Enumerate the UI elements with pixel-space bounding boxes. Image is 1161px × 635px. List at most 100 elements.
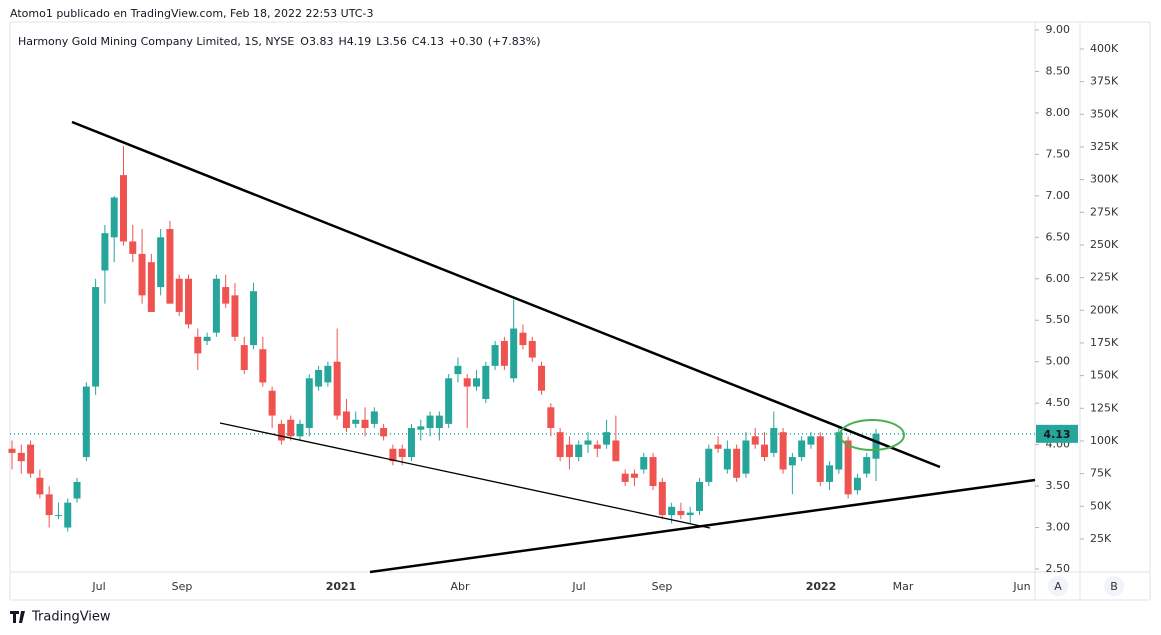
auto-button[interactable] bbox=[1048, 576, 1068, 596]
candle-body bbox=[677, 510, 685, 516]
candle-body bbox=[352, 419, 360, 424]
y-tick-label: 8.50 bbox=[1046, 64, 1071, 77]
scale-button-label[interactable]: B bbox=[1110, 580, 1118, 593]
candle-body bbox=[640, 457, 648, 470]
candle-body bbox=[203, 336, 211, 341]
change: +0.30 bbox=[449, 35, 483, 48]
candle-body bbox=[519, 332, 527, 346]
y-tick-label: 6.50 bbox=[1046, 230, 1071, 243]
candle-body bbox=[528, 340, 536, 358]
y2-tick-label: 25K bbox=[1090, 532, 1112, 545]
candle-body bbox=[603, 432, 611, 445]
candle-body bbox=[389, 448, 397, 462]
candle-body bbox=[751, 436, 759, 445]
candle-body bbox=[547, 407, 555, 429]
candle-body bbox=[157, 237, 165, 288]
candle-body bbox=[556, 432, 564, 458]
candle-body bbox=[584, 440, 592, 445]
ohlc-value: 4.13 bbox=[420, 35, 445, 48]
candle-body bbox=[333, 361, 341, 416]
candle-body bbox=[723, 448, 731, 470]
candle-body bbox=[305, 378, 313, 429]
y-tick-label: 7.50 bbox=[1046, 147, 1071, 160]
y2-tick-label: 375K bbox=[1090, 75, 1119, 88]
candle-body bbox=[788, 457, 796, 466]
candle-body bbox=[101, 233, 109, 271]
y2-tick-label: 75K bbox=[1090, 467, 1112, 480]
candle-body bbox=[212, 278, 220, 333]
candle-body bbox=[175, 278, 183, 312]
y-tick-label: 9.00 bbox=[1046, 23, 1071, 36]
candle-body bbox=[658, 481, 666, 516]
y2-tick-label: 200K bbox=[1090, 303, 1119, 316]
candle-body bbox=[445, 378, 453, 424]
last-price-label: 4.13 bbox=[1043, 428, 1070, 441]
trendline-upper bbox=[71, 120, 941, 469]
candle-body bbox=[686, 512, 694, 516]
legend: Harmony Gold Mining Company Limited, 1S,… bbox=[18, 35, 541, 48]
x-tick-label: Jul bbox=[91, 580, 105, 593]
y-tick-label: 6.00 bbox=[1046, 272, 1071, 285]
candle-body bbox=[147, 262, 155, 312]
ohlc-value: 3.83 bbox=[309, 35, 334, 48]
logo bbox=[10, 611, 25, 623]
candle-body bbox=[45, 494, 53, 516]
y-tick-label: 5.00 bbox=[1046, 355, 1071, 368]
candle-body bbox=[863, 457, 871, 474]
y-tick-label: 8.00 bbox=[1046, 106, 1071, 119]
y-tick-label: 5.50 bbox=[1046, 313, 1071, 326]
x-tick-label: Sep bbox=[652, 580, 673, 593]
candle-body bbox=[27, 444, 35, 474]
candle-body bbox=[500, 340, 508, 366]
candle-body bbox=[259, 349, 267, 383]
candle-body bbox=[194, 336, 202, 354]
candle-body bbox=[361, 419, 369, 429]
candle-body bbox=[54, 515, 62, 517]
auto-button-label[interactable]: A bbox=[1054, 580, 1062, 593]
x-tick-label: Mar bbox=[893, 580, 914, 593]
candle-body bbox=[733, 448, 741, 478]
x-tick-label: Jun bbox=[1012, 580, 1030, 593]
y2-tick-label: 175K bbox=[1090, 336, 1119, 349]
x-tick-label: 2022 bbox=[806, 580, 837, 593]
candle-body bbox=[482, 365, 490, 400]
last-price-tag bbox=[1036, 424, 1078, 443]
ohlc-value: 4.19 bbox=[347, 35, 372, 48]
candle-body bbox=[82, 386, 90, 458]
y2-tick-label: 225K bbox=[1090, 271, 1119, 284]
ohlc-value: 3.56 bbox=[382, 35, 407, 48]
candle-body bbox=[872, 433, 880, 459]
candle-body bbox=[510, 328, 518, 379]
candle-body bbox=[454, 365, 462, 375]
candle-body bbox=[342, 411, 350, 429]
candle-body bbox=[807, 436, 815, 445]
ohlc-key: C bbox=[412, 35, 420, 48]
candle-body bbox=[398, 448, 406, 458]
candle-body bbox=[231, 295, 239, 337]
y2-tick-label: 250K bbox=[1090, 238, 1119, 251]
y2-tick-label: 50K bbox=[1090, 499, 1112, 512]
candle-body bbox=[8, 448, 16, 453]
candle-body bbox=[36, 477, 44, 495]
candle-body bbox=[473, 378, 481, 387]
ohlc-key: O bbox=[300, 35, 309, 48]
y2-tick-label: 350K bbox=[1090, 107, 1119, 120]
candle-body bbox=[119, 175, 127, 242]
ohlc-key: L bbox=[376, 35, 383, 48]
candle-body bbox=[593, 444, 601, 449]
candle-body bbox=[222, 287, 230, 304]
candle-body bbox=[17, 452, 25, 462]
candle-body bbox=[277, 423, 285, 441]
candle-body bbox=[779, 432, 787, 470]
candle-body bbox=[73, 481, 81, 499]
y-tick-label: 7.00 bbox=[1046, 189, 1071, 202]
candle-body bbox=[575, 444, 583, 458]
candle-body bbox=[92, 287, 100, 387]
candle-body bbox=[816, 436, 824, 482]
candle-body bbox=[417, 426, 425, 430]
x-tick-label: Jul bbox=[571, 580, 585, 593]
candle-body bbox=[668, 506, 676, 516]
scale-button[interactable] bbox=[1104, 576, 1124, 596]
candle-body bbox=[798, 440, 806, 458]
